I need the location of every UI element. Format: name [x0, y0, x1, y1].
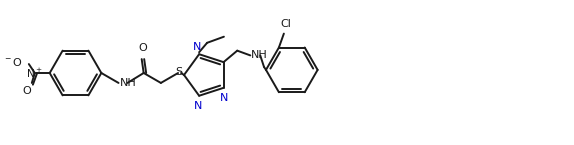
Text: N$^+$: N$^+$ — [26, 66, 43, 80]
Text: $^-$O: $^-$O — [3, 56, 23, 68]
Text: N: N — [194, 101, 202, 111]
Text: NH: NH — [119, 78, 136, 88]
Text: Cl: Cl — [281, 19, 291, 29]
Text: O: O — [138, 43, 147, 53]
Text: S: S — [176, 67, 183, 77]
Text: NH: NH — [251, 50, 268, 60]
Text: O: O — [22, 86, 31, 96]
Text: N: N — [220, 93, 228, 103]
Text: N: N — [193, 42, 201, 52]
